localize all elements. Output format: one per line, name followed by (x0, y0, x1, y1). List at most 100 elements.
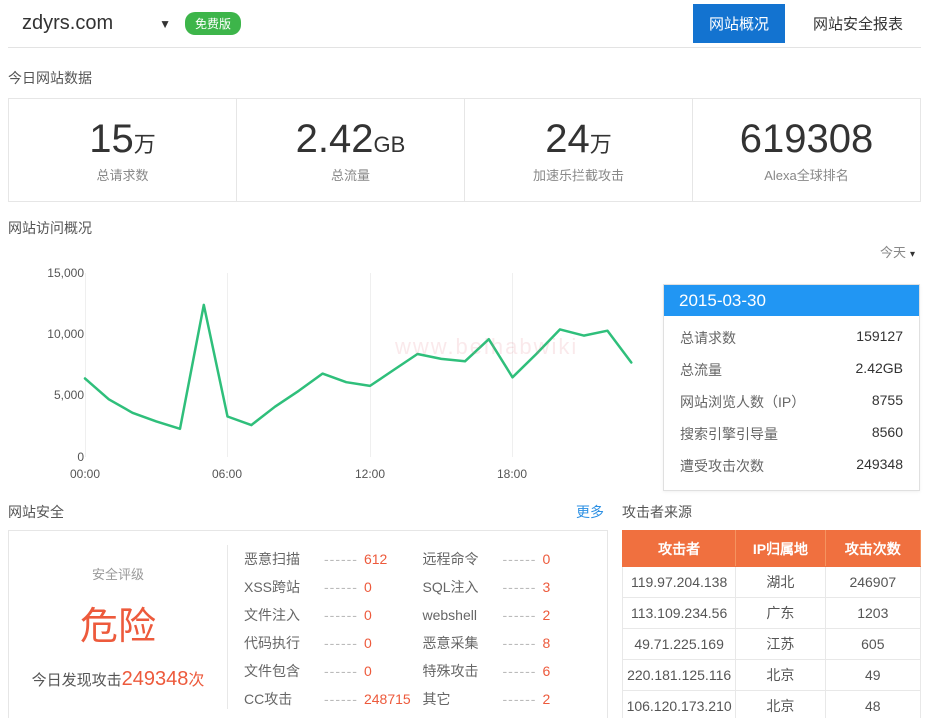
tab-site-overview[interactable]: 网站概况 (692, 4, 785, 43)
col-ip-location: IP归属地 (735, 530, 826, 567)
attack-stat-row: 其它 ------ 2 (423, 687, 592, 711)
today-stats-title: 今日网站数据 (8, 70, 92, 86)
traffic-chart: 15,000 10,000 5,000 0 www.beihabwiki 00:… (8, 264, 921, 492)
gridline (85, 273, 86, 457)
domain-dropdown-icon[interactable]: ▼ (159, 16, 172, 31)
attack-count: 249348 (121, 667, 189, 690)
stat-value: 2.42 (295, 116, 374, 161)
date-range-selector[interactable]: 今天 ▾ (879, 245, 915, 260)
attack-type-value: 0 (363, 663, 372, 679)
dashes: ------ (502, 579, 537, 595)
attack-stat-row: 特殊攻击 ------ 6 (423, 659, 592, 683)
attack-type-value: 0 (363, 607, 372, 623)
attack-type-label: CC攻击 (244, 691, 293, 707)
attack-summary: 今日发现攻击249348次 (31, 667, 205, 690)
header-tabs: 网站概况 网站安全报表 (692, 0, 919, 47)
attack-count: 605 (824, 628, 922, 660)
attack-count: 49 (824, 659, 922, 691)
dashes: ------ (324, 551, 358, 567)
tooltip-row: 遭受攻击次数 249348 (680, 456, 903, 474)
attack-type-label: 文件包含 (244, 663, 300, 679)
stat-card-alexa-rank: 619308 Alexa全球排名 (692, 99, 920, 201)
ip-location: 湖北 (735, 566, 826, 598)
tooltip-row: 网站浏览人数（IP） 8755 (680, 392, 903, 410)
attacker-ip: 220.181.125.116 (621, 659, 737, 691)
attack-type-value: 8 (542, 635, 551, 651)
stat-unit: 万 (133, 131, 156, 157)
table-row: 220.181.125.116 北京 49 (621, 659, 922, 691)
y-tick: 5,000 (53, 388, 84, 402)
attack-count: 246907 (824, 566, 922, 598)
traffic-line-chart (83, 303, 633, 431)
attack-type-label: 恶意采集 (422, 635, 479, 651)
attack-type-label: 远程命令 (422, 551, 479, 567)
attack-stat-row: webshell ------ 2 (423, 603, 592, 627)
chevron-down-icon: ▾ (909, 249, 915, 260)
dashes: ------ (324, 607, 358, 623)
header: zdyrs.com ▼ 免费版 网站概况 网站安全报表 (8, 0, 921, 48)
attack-type-value: 612 (363, 551, 388, 567)
chart-tooltip: 2015-03-30 总请求数 159127 总流量 2.42GB 网站浏览人数（I… (663, 284, 920, 491)
dashes: ------ (502, 635, 537, 651)
more-link[interactable]: 更多 (576, 504, 604, 520)
attack-count: 1203 (824, 597, 922, 629)
attacker-ip: 113.109.234.56 (621, 597, 737, 629)
security-section: 网站安全 更多 安全评级 危险 今日发现攻击249348次 恶意扫描 ------… (8, 500, 608, 718)
stat-card-blocked-attacks: 24万 加速乐拦截攻击 (464, 99, 692, 201)
attack-stat-row: 代码执行 ------ 0 (244, 631, 413, 655)
dashes: ------ (324, 663, 358, 679)
attack-type-value: 0 (363, 635, 372, 651)
attack-type-value: 3 (542, 579, 551, 595)
dashes: ------ (502, 551, 537, 567)
plan-badge: 免费版 (185, 12, 242, 35)
table-row: 49.71.225.169 江苏 605 (621, 628, 922, 660)
attack-type-label: 特殊攻击 (422, 663, 479, 679)
attack-count: 48 (824, 690, 922, 718)
attack-type-label: 文件注入 (244, 607, 300, 623)
dashes: ------ (502, 663, 537, 679)
stat-unit: GB (373, 131, 406, 157)
attack-stat-row: 恶意采集 ------ 8 (423, 631, 592, 655)
today-stats-cards: 15万 总请求数 2.42GB 总流量 24万 加速乐拦截攻击 619308 A… (8, 98, 921, 202)
stat-card-traffic: 2.42GB 总流量 (236, 99, 464, 201)
security-title: 网站安全 (8, 504, 64, 520)
divider (227, 545, 228, 709)
attack-stats-col1: 恶意扫描 ------ 612 XSS跨站 ------ 0 文件注入 ------ 0 代码执行… (244, 547, 423, 711)
attackers-title: 攻击者来源 (622, 504, 692, 520)
attack-stat-row: 恶意扫描 ------ 612 (244, 547, 413, 571)
dashes: ------ (324, 579, 358, 595)
rating-value: 危险 (79, 605, 156, 648)
rating-label: 安全评级 (91, 566, 144, 582)
site-domain: zdyrs.com (22, 12, 114, 34)
gridline (370, 273, 371, 457)
gridline (512, 273, 513, 457)
attackers-table: 攻击者 IP归属地 攻击次数 119.97.204.138 湖北 246907 113… (621, 530, 922, 718)
traffic-series (83, 303, 633, 431)
stat-label: 总流量 (330, 167, 370, 183)
y-tick: 0 (77, 450, 84, 464)
tab-security-report[interactable]: 网站安全报表 (812, 16, 903, 33)
dashes: ------ (324, 635, 358, 651)
attack-type-value: 0 (363, 579, 372, 595)
ip-location: 江苏 (735, 628, 826, 660)
attack-stat-row: CC攻击 ------ 248715 (244, 687, 413, 711)
attack-type-value: 6 (542, 663, 551, 679)
attack-type-label: 恶意扫描 (244, 551, 300, 567)
stat-label: 加速乐拦截攻击 (532, 167, 624, 183)
tooltip-row: 总请求数 159127 (680, 328, 903, 346)
attacker-ip: 119.97.204.138 (621, 566, 737, 598)
attackers-section: 攻击者来源 攻击者 IP归属地 攻击次数 119.97.204.138 湖北 246… (621, 500, 922, 718)
y-tick: 10,000 (47, 327, 84, 341)
attack-stat-row: XSS跨站 ------ 0 (244, 575, 413, 599)
attack-type-value: 248715 (363, 691, 411, 707)
stat-value: 15 (89, 116, 134, 161)
ip-location: 广东 (735, 597, 826, 629)
x-tick: 18:00 (496, 467, 528, 481)
x-tick: 06:00 (211, 467, 243, 481)
gridline (227, 273, 228, 457)
attack-type-label: webshell (422, 607, 477, 623)
y-tick: 15,000 (47, 266, 84, 280)
attack-stat-row: 文件包含 ------ 0 (244, 659, 413, 683)
dashes: ------ (324, 691, 358, 707)
